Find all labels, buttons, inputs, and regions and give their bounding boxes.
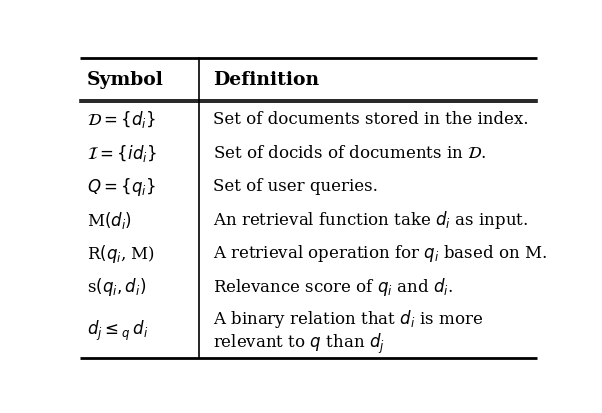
Text: A binary relation that $d_i$ is more: A binary relation that $d_i$ is more: [213, 307, 483, 329]
Text: Set of user queries.: Set of user queries.: [213, 178, 378, 195]
Text: Relevance score of $q_i$ and $d_i$.: Relevance score of $q_i$ and $d_i$.: [213, 275, 453, 297]
Text: $d_j \leq_q\, d_i$: $d_j \leq_q\, d_i$: [87, 318, 148, 343]
Text: A retrieval operation for $q_i$ based on M.: A retrieval operation for $q_i$ based on…: [213, 242, 547, 263]
Text: R$(q_i$, M): R$(q_i$, M): [87, 242, 155, 264]
Text: Set of documents stored in the index.: Set of documents stored in the index.: [213, 111, 529, 128]
Text: Definition: Definition: [213, 71, 319, 89]
Text: $\mathcal{D} = \{d_i\}$: $\mathcal{D} = \{d_i\}$: [87, 109, 156, 130]
Text: s$(q_i, d_i)$: s$(q_i, d_i)$: [87, 275, 146, 297]
Text: An retrieval function take $d_i$ as input.: An retrieval function take $d_i$ as inpu…: [213, 209, 528, 230]
Text: Symbol: Symbol: [87, 71, 164, 89]
Text: $\mathcal{I} = \{id_i\}$: $\mathcal{I} = \{id_i\}$: [87, 142, 157, 164]
Text: relevant to $q$ than $d_j$: relevant to $q$ than $d_j$: [213, 331, 385, 355]
Text: Set of docids of documents in $\mathcal{D}$.: Set of docids of documents in $\mathcal{…: [213, 145, 486, 161]
Text: $Q = \{q_i\}$: $Q = \{q_i\}$: [87, 175, 156, 197]
Text: M$(d_i)$: M$(d_i)$: [87, 209, 132, 230]
